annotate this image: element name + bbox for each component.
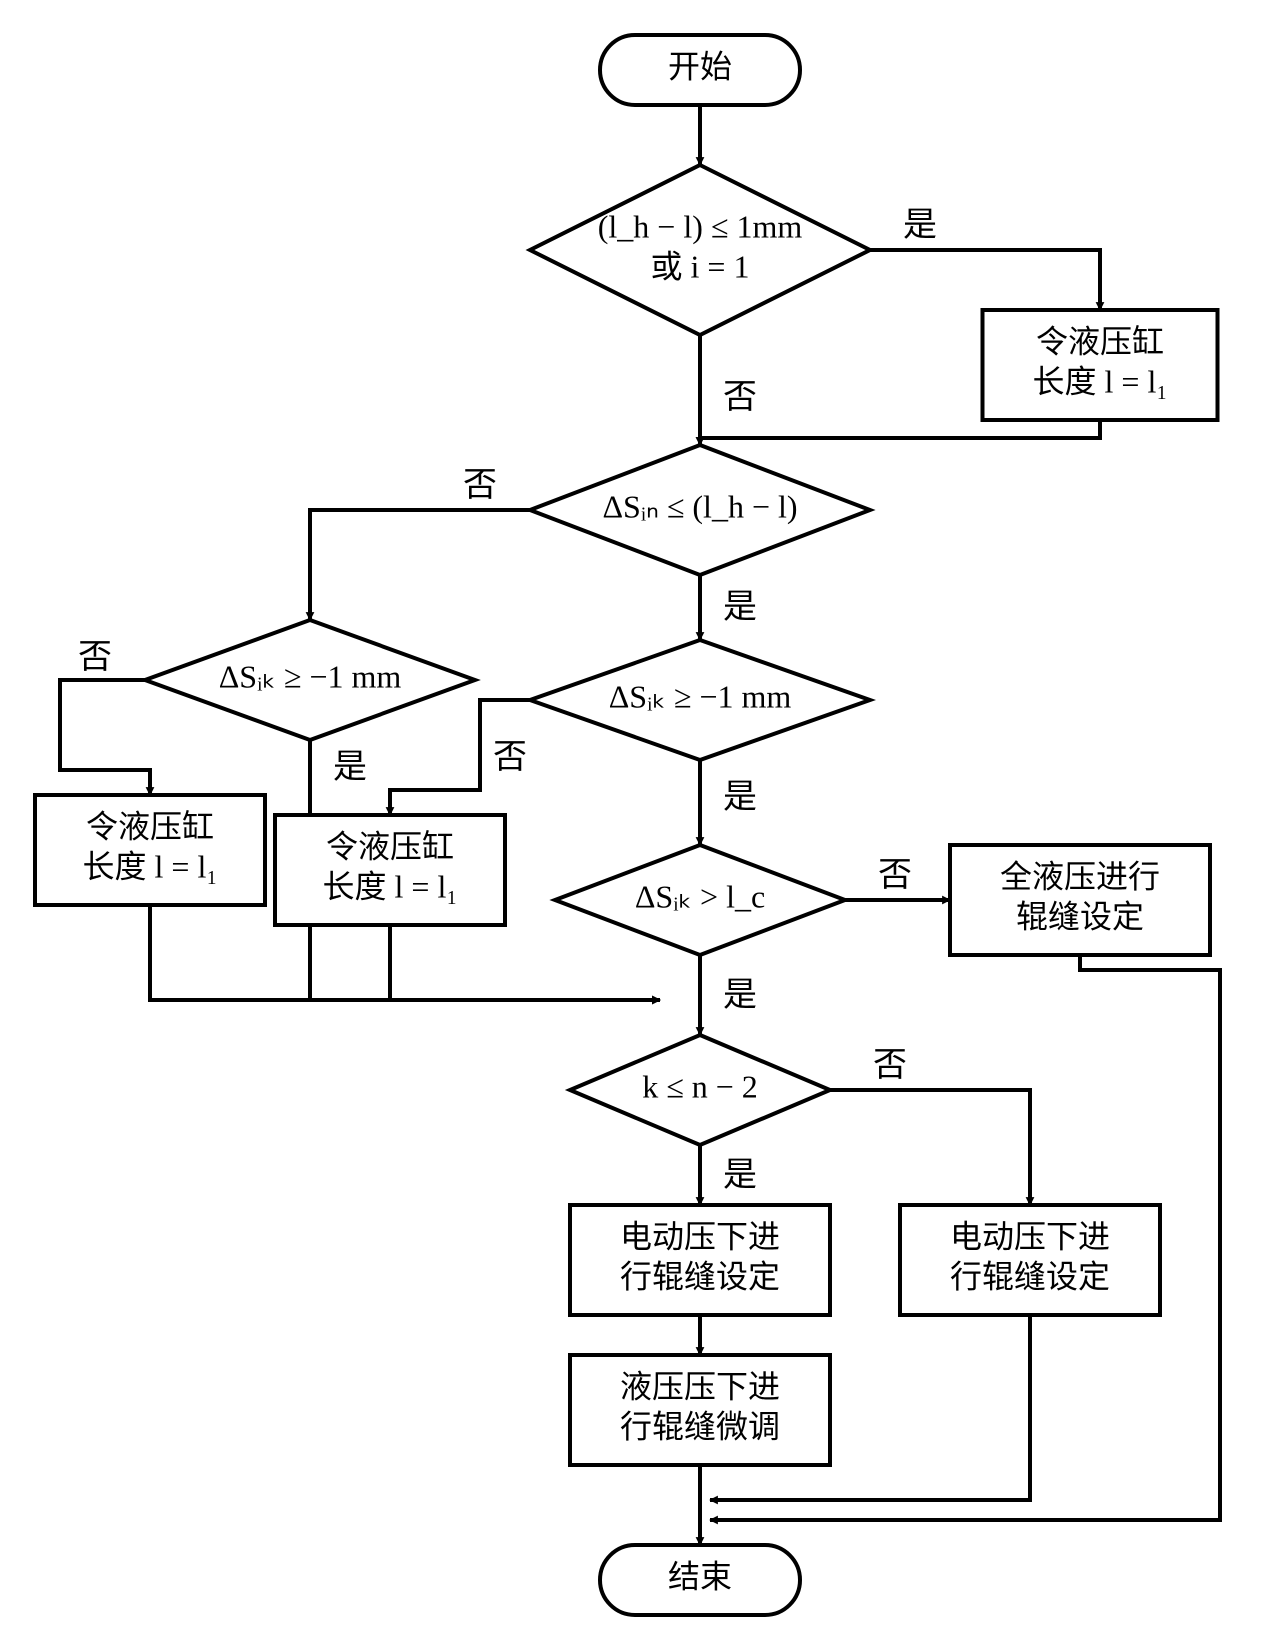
node-p3-line0: 令液压缸 (326, 828, 454, 864)
node-p4R: 全液压进行辊缝设定 (950, 845, 1210, 955)
node-d3L: ΔSᵢₖ ≥ −1 mm (145, 620, 475, 740)
node-d2: ΔSᵢₙ ≤ (l_h − l) (530, 445, 870, 575)
node-p3L-line1: 长度 l = l₁ (83, 848, 218, 884)
node-p3L-line0: 令液压缸 (86, 808, 214, 844)
node-d4-line0: ΔSᵢₖ > l_c (635, 878, 765, 914)
nodes-layer: 开始(l_h − l) ≤ 1mm或 i = 1令液压缸长度 l = l₁ΔSᵢ… (35, 35, 1218, 1615)
node-d1-line1: 或 i = 1 (651, 248, 750, 284)
edge-label-5: 否 (463, 467, 497, 504)
node-d1: (l_h − l) ≤ 1mm 或 i = 1 (530, 165, 870, 335)
node-p4R-line0: 全液压进行 (1000, 858, 1160, 894)
node-start: 开始 (600, 35, 800, 105)
edge-5 (310, 510, 530, 620)
node-p6R: 电动压下进行辊缝设定 (900, 1205, 1160, 1315)
node-p3-line1: 长度 l = l₁ (323, 868, 458, 904)
edge-label-10: 否 (493, 739, 527, 776)
node-p3L: 令液压缸长度 l = l₁ (35, 795, 265, 905)
node-p1-line0: 令液压缸 (1036, 323, 1164, 359)
node-d2-line0: ΔSᵢₙ ≤ (l_h − l) (602, 488, 797, 524)
node-d1-line0: (l_h − l) ≤ 1mm (598, 208, 803, 244)
edge-11 (390, 925, 660, 1000)
node-d5: k ≤ n − 2 (570, 1035, 830, 1145)
edge-label-12: 否 (878, 857, 912, 894)
edge-label-4: 是 (723, 589, 757, 626)
node-d3-line0: ΔSᵢₖ ≥ −1 mm (609, 678, 792, 714)
edge-label-9: 是 (723, 779, 757, 816)
node-d3: ΔSᵢₖ ≥ −1 mm (530, 640, 870, 760)
node-end-line0: 结束 (668, 1558, 732, 1594)
node-p3: 令液压缸长度 l = l₁ (275, 815, 505, 925)
node-p1-line1: 长度 l = l₁ (1033, 363, 1168, 399)
edge-label-14: 是 (723, 1157, 757, 1194)
node-d5-line0: k ≤ n − 2 (642, 1068, 758, 1104)
edge-6 (60, 680, 150, 795)
node-end: 结束 (600, 1545, 800, 1615)
node-p6R-line1: 行辊缝设定 (950, 1258, 1110, 1294)
node-p7-line0: 液压压下进 (620, 1368, 780, 1404)
node-p4R-line1: 辊缝设定 (1016, 898, 1144, 934)
node-p1: 令液压缸长度 l = l₁ (983, 310, 1218, 420)
edge-label-2: 否 (723, 379, 757, 416)
edge-label-13: 是 (723, 977, 757, 1014)
edge-label-7: 是 (333, 749, 367, 786)
edge-15 (830, 1090, 1030, 1205)
edge-label-15: 否 (873, 1047, 907, 1084)
node-d3L-line0: ΔSᵢₖ ≥ −1 mm (219, 658, 402, 694)
node-p6L-line1: 行辊缝设定 (620, 1258, 780, 1294)
node-p6L-line0: 电动压下进 (620, 1218, 780, 1254)
edge-label-1: 是 (903, 207, 937, 244)
node-start-line0: 开始 (668, 48, 732, 84)
edge-1 (870, 250, 1100, 310)
node-p6L: 电动压下进行辊缝设定 (570, 1205, 830, 1315)
node-p7-line1: 行辊缝微调 (620, 1408, 780, 1444)
node-p7: 液压压下进行辊缝微调 (570, 1355, 830, 1465)
node-d4: ΔSᵢₖ > l_c (555, 845, 845, 955)
node-p6R-line0: 电动压下进 (950, 1218, 1110, 1254)
edge-label-6: 否 (78, 639, 112, 676)
edge-3 (700, 420, 1100, 445)
